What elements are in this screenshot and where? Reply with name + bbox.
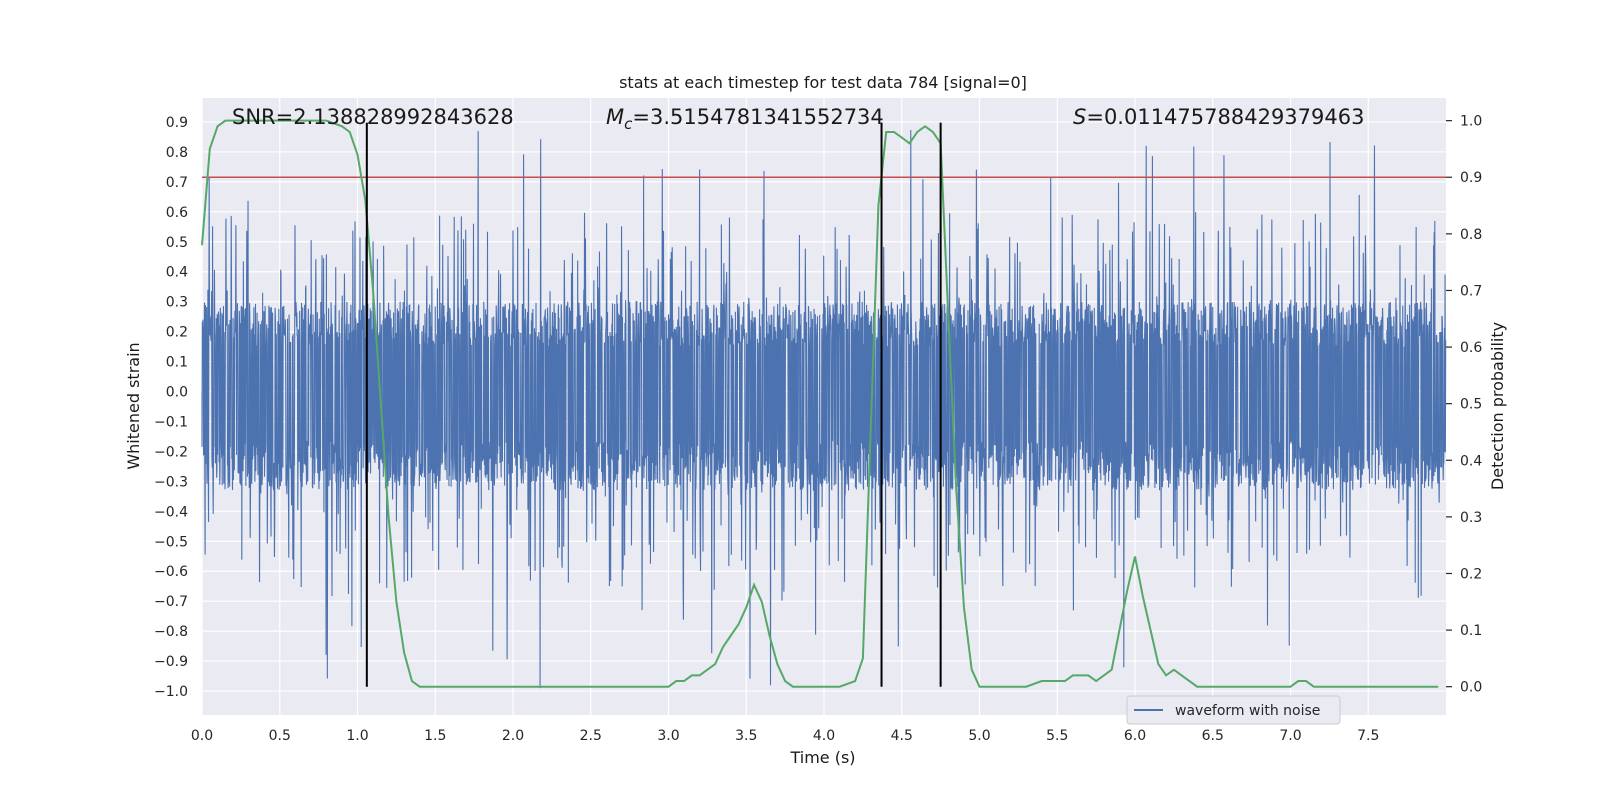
y-left-axis-ticks: 0.9 0.8 0.7 0.6 0.5 0.4 0.3 0.2 0.1 0.0 −0.1 −0.2 −0… <box>154 115 188 700</box>
y-right-tick-label: 1.0 <box>1460 114 1482 130</box>
probability-line <box>201 119 1439 688</box>
legend-box <box>1126 695 1341 725</box>
y-right-tick-label: 0.8 <box>1460 227 1482 243</box>
legend: waveform with noise <box>1126 695 1341 725</box>
y-left-tick-label: −1.0 <box>154 684 188 700</box>
x-tick-label: 2.0 <box>502 728 524 744</box>
y-left-tick-label: 0.8 <box>166 145 188 161</box>
y-left-tick-label: 0.2 <box>166 325 188 341</box>
y-left-tick-label: −0.7 <box>154 594 188 610</box>
x-tick-label: 4.0 <box>813 728 835 744</box>
y-left-tick-label: −0.9 <box>154 654 188 670</box>
y-left-tick-label: 0.3 <box>166 295 188 311</box>
x-tick-label: 6.0 <box>1124 728 1146 744</box>
y-left-tick-label: −0.5 <box>154 534 188 550</box>
x-tick-label: 3.5 <box>735 728 757 744</box>
x-tick-label: 0.5 <box>269 728 291 744</box>
y-right-tick-label: 0.0 <box>1460 680 1482 696</box>
y-right-tick-label: 0.6 <box>1460 340 1482 356</box>
y-right-tick-label: 0.3 <box>1460 510 1482 526</box>
y-right-tick-label: 0.9 <box>1460 170 1482 186</box>
y-left-tick-label: 0.7 <box>166 175 188 191</box>
y-left-tick-label: −0.6 <box>154 564 188 580</box>
y-left-tick-label: 0.6 <box>166 205 188 221</box>
legend-label: waveform with noise <box>1175 703 1320 719</box>
y-left-tick-label: 0.5 <box>166 235 188 251</box>
y-left-tick-label: −0.2 <box>154 444 188 460</box>
chirp-mass-annotation: Mc=3.5154781341552734 <box>606 105 884 133</box>
x-tick-label: 1.0 <box>346 728 368 744</box>
x-tick-label: 7.0 <box>1279 728 1301 744</box>
x-tick-label: 5.0 <box>968 728 990 744</box>
y-right-axis-ticks: 1.0 0.9 0.8 0.7 0.6 0.5 0.4 0.3 0.2 0.1 0.0 <box>1446 114 1482 696</box>
y-left-tick-label: 0.1 <box>166 355 188 371</box>
snr-annotation: SNR=2.138828992843628 <box>232 105 514 129</box>
x-tick-label: 6.5 <box>1202 728 1224 744</box>
s-annotation: S=0.011475788429379463 <box>1073 105 1364 129</box>
y-left-tick-label: −0.1 <box>154 414 188 430</box>
x-tick-label: 0.0 <box>191 728 213 744</box>
x-tick-label: 4.5 <box>891 728 913 744</box>
waveform-line <box>201 129 1447 689</box>
y-right-tick-label: 0.7 <box>1460 283 1482 299</box>
probability-series <box>201 119 1439 688</box>
y-right-tick-label: 0.2 <box>1460 566 1482 582</box>
x-tick-label: 1.5 <box>424 728 446 744</box>
x-tick-label: 5.5 <box>1046 728 1068 744</box>
chart-title: stats at each timestep for test data 784… <box>619 73 1027 92</box>
y-left-tick-label: −0.3 <box>154 474 188 490</box>
x-axis-label: Time (s) <box>789 748 855 767</box>
y-right-tick-label: 0.4 <box>1460 453 1482 469</box>
y-left-tick-label: 0.0 <box>166 385 188 401</box>
x-tick-label: 3.0 <box>657 728 679 744</box>
waveform-series <box>201 129 1447 689</box>
marker-lines <box>365 122 942 687</box>
y-left-tick-label: −0.4 <box>154 504 188 520</box>
y-right-tick-label: 0.5 <box>1460 397 1482 413</box>
y-left-tick-label: 0.9 <box>166 115 188 131</box>
y-left-axis-label: Whitened strain <box>124 342 143 469</box>
y-right-axis-label: Detection probability <box>1488 322 1507 490</box>
x-tick-label: 2.5 <box>580 728 602 744</box>
y-left-tick-label: 0.4 <box>166 265 188 281</box>
y-right-tick-label: 0.1 <box>1460 623 1482 639</box>
x-tick-label: 7.5 <box>1357 728 1379 744</box>
x-axis-ticks: 0.0 0.5 1.0 1.5 2.0 2.5 3.0 3.5 4.0 4.5 5.0 5.5 6.0 6… <box>191 728 1380 744</box>
y-left-tick-label: −0.8 <box>154 624 188 640</box>
